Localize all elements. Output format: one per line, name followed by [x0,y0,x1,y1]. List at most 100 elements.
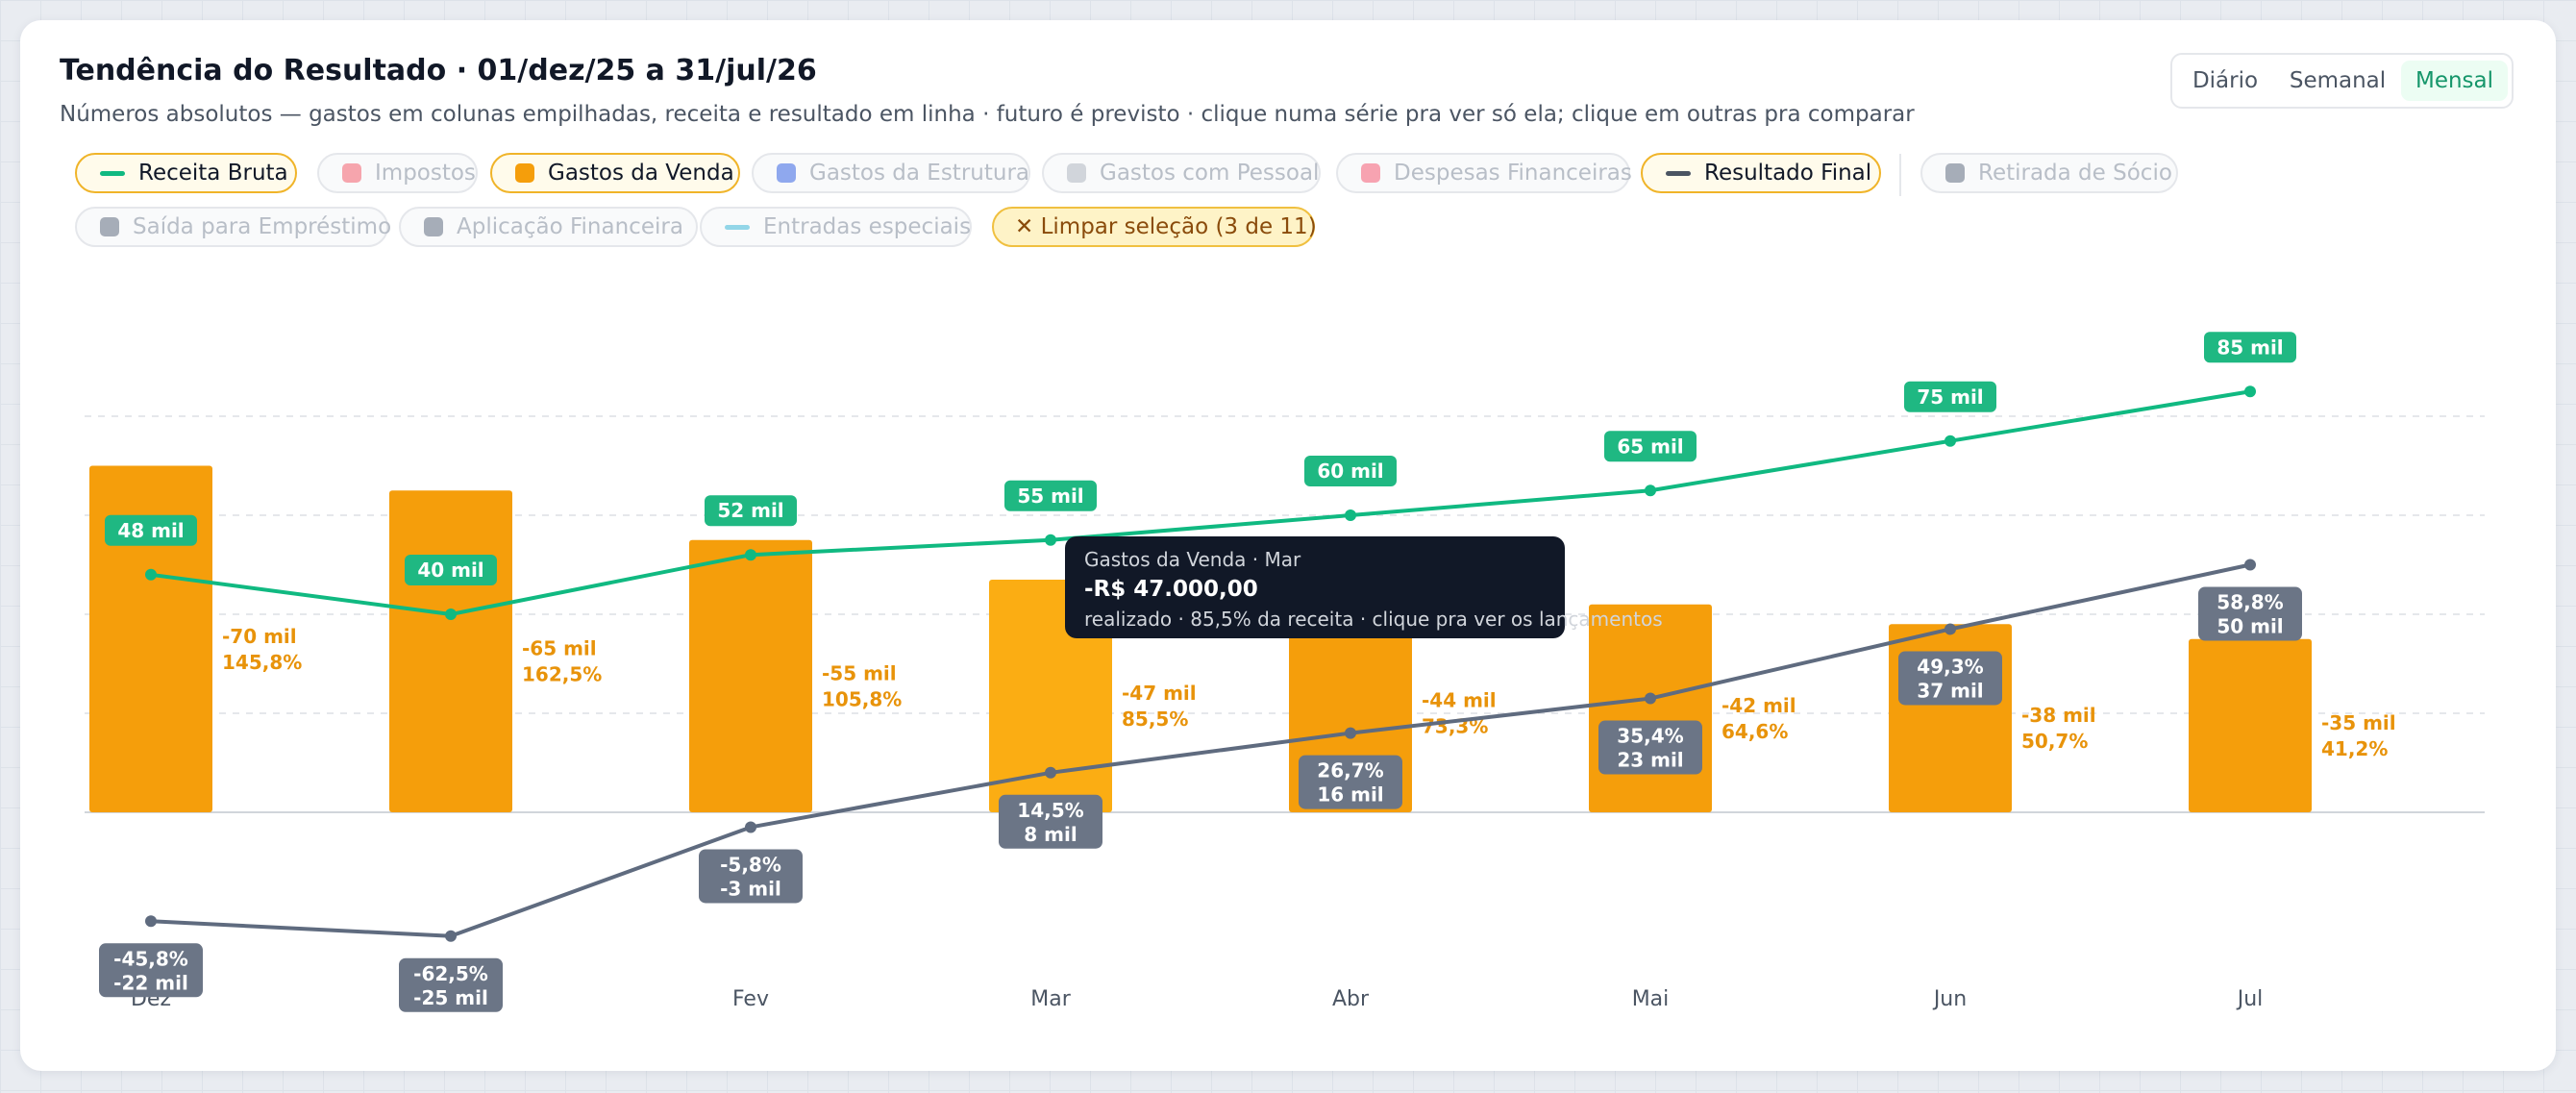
receita-value-pill [1604,431,1697,462]
bar-value-label: -55 mil [822,661,897,684]
resultado-final-point [1045,766,1056,779]
period-daily-button[interactable]: Diário [2192,68,2259,93]
series-chip-8[interactable]: Retirada de Sócio [1920,153,2178,193]
period-monthly-button[interactable]: Mensal [2401,61,2508,101]
period-weekly-button[interactable]: Semanal [2289,68,2387,93]
resultado-value-label: 37 mil [1917,679,1983,702]
series-chip-1[interactable]: Receita Bruta [75,153,297,193]
series-chip-11[interactable]: Entradas especiais [700,207,972,247]
resultado-value-pill [1299,755,1402,809]
line-swatch-icon [1666,170,1691,176]
series-chip-label: Receita Bruta [138,161,288,186]
resultado-value-pill [699,849,803,904]
series-chip-label: Saída para Empréstimo [133,214,392,239]
resultado-value-pill [1598,720,1702,775]
bar-gastos-venda[interactable] [389,490,512,812]
series-chip-2[interactable]: Impostos [317,153,478,193]
bar-percent-label: 105,8% [822,687,902,710]
bar-value-label: -44 mil [1422,689,1497,712]
receita-bruta-point [1944,435,1956,447]
bar-gastos-venda[interactable] [89,465,212,813]
series-chip-10[interactable]: Aplicação Financeira [399,207,698,247]
bar-value-label: -38 mil [2021,704,2096,727]
series-chip-label: Impostos [375,161,476,186]
receita-value-label: 55 mil [1017,484,1083,508]
bar-percent-label: 145,8% [222,651,302,674]
resultado-final-line [150,562,2251,938]
series-chip-label: Gastos da Venda [548,161,734,186]
line-swatch-icon [100,170,125,176]
resultado-final-point [1345,727,1356,739]
series-chip-label: Gastos da Estrutura [809,161,1030,186]
line-swatch-icon [725,224,750,230]
resultado-value-pill [999,794,1102,849]
tooltip-title: Gastos da Venda · Mar [1084,548,1301,571]
resultado-percent-label: 26,7% [1317,759,1383,782]
resultado-value-pill [1898,651,2002,706]
series-chip-6[interactable]: Despesas Financeiras [1336,153,1632,193]
resultado-final-point [445,930,457,942]
series-chip-5[interactable]: Gastos com Pessoal [1042,153,1321,193]
resultado-final-point [745,821,756,833]
series-chip-label: Retirada de Sócio [1978,161,2172,186]
square-swatch-icon [1361,163,1380,183]
bar-gastos-venda[interactable] [2189,638,2312,812]
square-swatch-icon [777,163,796,183]
receita-value-label: 40 mil [417,559,483,582]
resultado-value-label: -22 mil [113,971,188,994]
resultado-final-point [145,915,157,928]
bar-percent-label: 64,6% [1721,720,1788,743]
receita-value-pill [1904,381,1996,412]
series-chip-4[interactable]: Gastos da Estrutura [752,153,1030,193]
bar-percent-label: 162,5% [522,663,602,686]
bar-value-label: -65 mil [522,637,597,660]
tooltip-value: -R$ 47.000,00 [1084,577,1258,602]
receita-value-pill [105,514,197,546]
receita-value-label: 75 mil [1917,385,1983,409]
clear-selection-button[interactable]: ✕ Limpar seleção (3 de 11) [992,207,1317,247]
resultado-final-point [1944,623,1956,635]
x-axis-tick-label: Fev [732,987,769,1011]
receita-value-label: 85 mil [2217,335,2283,359]
series-chip-9[interactable]: Saída para Empréstimo [75,207,392,247]
resultado-percent-label: 35,4% [1617,725,1683,748]
receita-bruta-point [1645,484,1656,497]
page-subtitle: Números absolutos — gastos em colunas em… [60,102,1915,127]
receita-bruta-point [2244,385,2256,398]
resultado-value-label: 23 mil [1617,749,1683,772]
series-chip-label: Despesas Financeiras [1394,161,1632,186]
receita-value-label: 60 mil [1317,460,1383,483]
x-axis-tick-label: Abr [1332,987,1370,1011]
square-swatch-icon [515,163,534,183]
bar-percent-label: 41,2% [2321,737,2388,760]
series-chip-7[interactable]: Resultado Final [1641,153,1881,193]
series-chip-label: Resultado Final [1704,161,1872,186]
resultado-value-pill [99,943,203,998]
resultado-percent-label: -45,8% [113,947,188,970]
bar-value-label: -42 mil [1721,694,1796,717]
receita-bruta-point [1345,509,1356,521]
square-swatch-icon [100,217,119,236]
bar-percent-label: 50,7% [2021,730,2088,753]
receita-bruta-point [1045,534,1056,546]
resultado-value-label: -25 mil [413,986,488,1009]
receita-value-label: 48 mil [117,519,184,542]
bar-gastos-venda[interactable] [689,539,812,812]
clear-selection-label: ✕ Limpar seleção (3 de 11) [1015,214,1317,239]
bar-gastos-venda[interactable] [1589,604,1712,812]
series-chip-label: Gastos com Pessoal [1100,161,1320,186]
resultado-percent-label: -62,5% [413,962,488,985]
resultado-value-pill [399,957,503,1012]
resultado-value-label: 8 mil [1024,823,1077,846]
receita-bruta-point [745,549,756,561]
x-axis-tick-label: Mai [1632,987,1670,1011]
resultado-final-point [2244,559,2256,571]
series-chip-label: Aplicação Financeira [457,214,683,239]
series-chip-3[interactable]: Gastos da Venda [490,153,740,193]
x-axis-tick-label: Mar [1030,987,1071,1011]
receita-bruta-line [150,389,2251,616]
receita-bruta-point [145,568,157,581]
bar-value-label: -47 mil [1122,682,1197,705]
square-swatch-icon [1945,163,1965,183]
